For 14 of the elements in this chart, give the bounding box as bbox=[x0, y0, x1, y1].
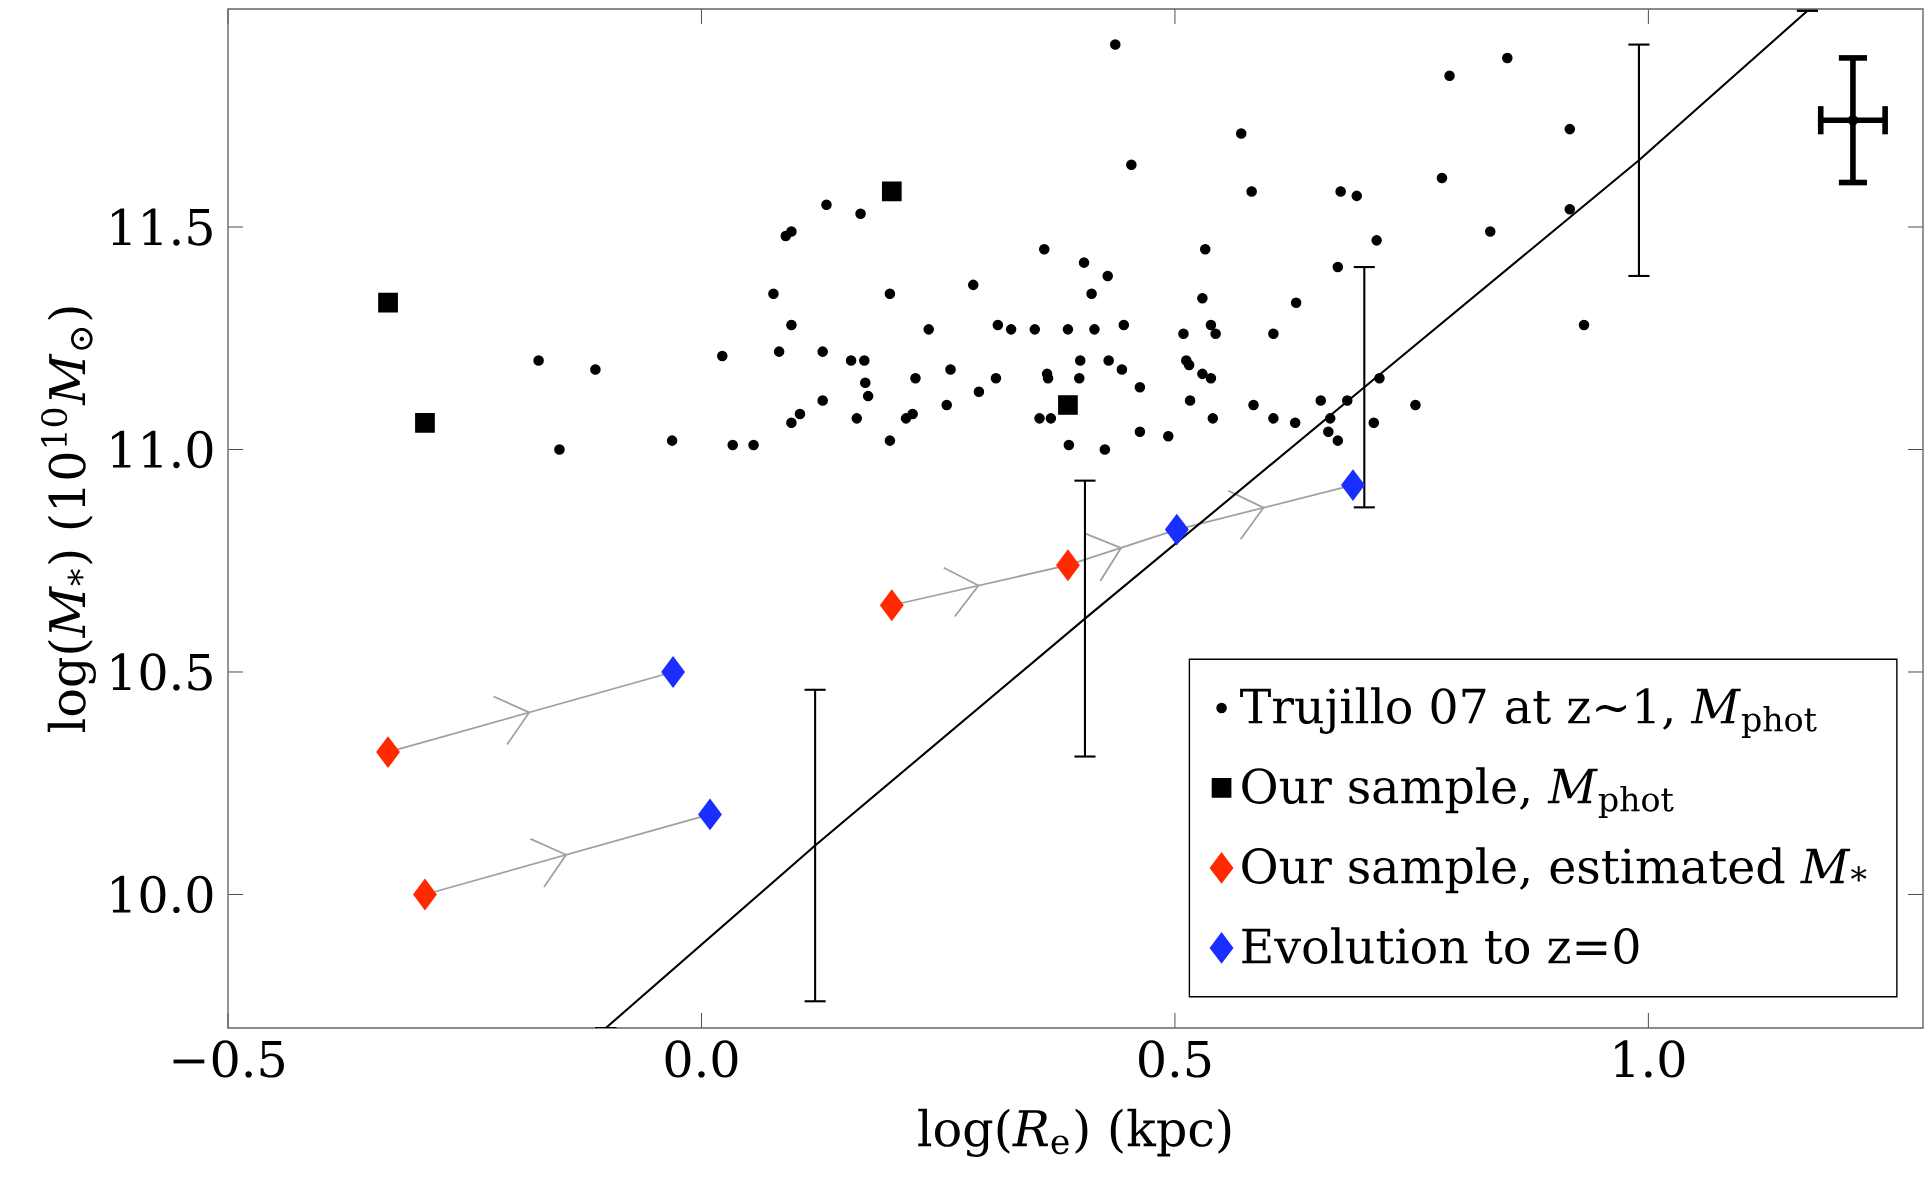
y-axis-title: log(M$_{*}$) (10$^{10}$M$_{⊙}$) bbox=[41, 307, 96, 732]
x-axis-title: log(R$_{e}$) (kpc) bbox=[918, 1108, 1231, 1158]
x-tick-label: 1.0 bbox=[1615, 1040, 1685, 1078]
y-tick-label: 10.0 bbox=[112, 875, 213, 914]
y-tick-label: 11.5 bbox=[112, 208, 212, 246]
y-tick-label: 10.5 bbox=[112, 653, 212, 691]
x-tick-label: 0.5 bbox=[1139, 1040, 1211, 1078]
legend-label: Our sample, M$_{phot}$ bbox=[1242, 767, 1674, 819]
y-tick-label: 11.0 bbox=[112, 430, 213, 469]
x-tick-label: −0.5 bbox=[173, 1040, 284, 1078]
legend-label: Trujillo 07 at z~1, M$_{phot}$ bbox=[1240, 687, 1817, 739]
legend-label: Our sample, estimated M$_{*}$ bbox=[1242, 847, 1867, 894]
legend-label: Evolution to z=0 bbox=[1242, 927, 1639, 964]
x-tick-label: 0.0 bbox=[665, 1040, 738, 1078]
